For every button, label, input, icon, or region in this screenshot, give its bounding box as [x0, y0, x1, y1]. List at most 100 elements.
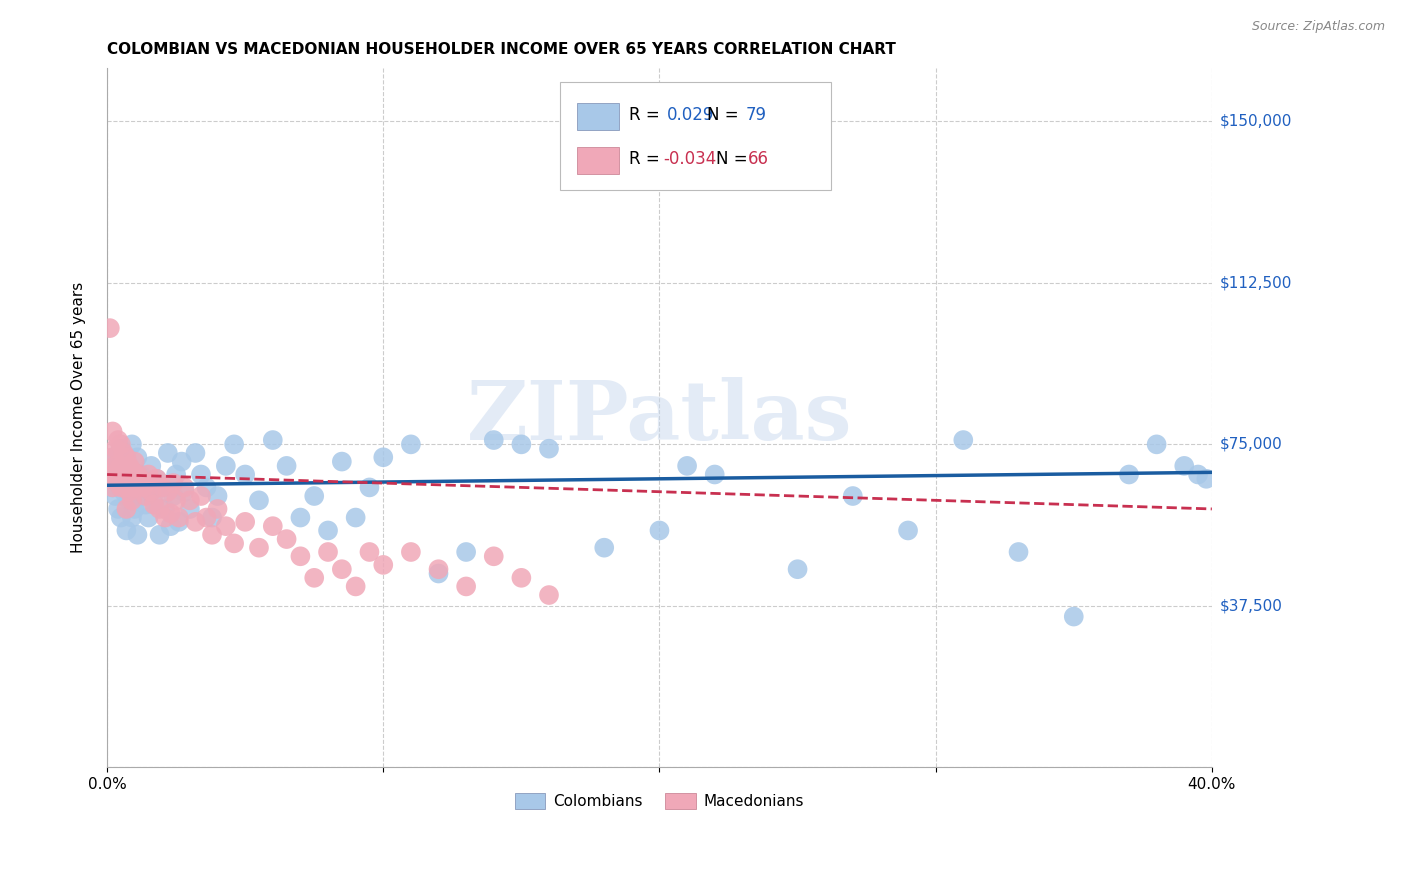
Point: [302, 489, 325, 503]
Point: [482, 549, 505, 564]
Point: [1173, 458, 1195, 473]
Point: [146, 472, 169, 486]
Point: [141, 458, 163, 473]
Point: [115, 450, 138, 465]
Text: N =: N =: [707, 105, 744, 123]
Text: 0.029: 0.029: [668, 105, 714, 123]
Point: [104, 489, 127, 503]
Point: [148, 528, 170, 542]
Point: [316, 524, 339, 538]
Point: [124, 480, 146, 494]
Point: [104, 458, 127, 473]
Point: [290, 549, 312, 564]
Point: [129, 467, 152, 482]
Point: [247, 493, 270, 508]
Point: [952, 433, 974, 447]
Point: [359, 545, 381, 559]
Text: $112,500: $112,500: [1220, 276, 1292, 291]
Point: [143, 498, 166, 512]
Point: [101, 450, 124, 465]
Point: [124, 502, 146, 516]
Point: [101, 450, 124, 465]
Point: [427, 562, 450, 576]
Point: [330, 562, 353, 576]
Point: [107, 476, 129, 491]
Point: [146, 472, 169, 486]
Point: [786, 562, 808, 576]
FancyBboxPatch shape: [560, 82, 831, 190]
Point: [156, 446, 179, 460]
Point: [510, 571, 533, 585]
Point: [138, 510, 160, 524]
Point: [173, 480, 195, 494]
Point: [184, 515, 207, 529]
Text: $75,000: $75,000: [1220, 437, 1282, 452]
Point: [101, 480, 124, 494]
Point: [276, 532, 298, 546]
Text: 79: 79: [745, 105, 766, 123]
Point: [132, 476, 155, 491]
Point: [165, 467, 187, 482]
Point: [118, 493, 141, 508]
Point: [190, 467, 212, 482]
Point: [112, 454, 135, 468]
Point: [184, 446, 207, 460]
Point: [121, 493, 143, 508]
Point: [537, 588, 560, 602]
Point: [247, 541, 270, 555]
Point: [98, 472, 121, 486]
Point: [207, 502, 229, 516]
Point: [1118, 467, 1140, 482]
Point: [215, 458, 238, 473]
Point: [373, 450, 395, 465]
Point: [703, 467, 725, 482]
Point: [115, 476, 138, 491]
Point: [233, 515, 256, 529]
Point: [110, 510, 132, 524]
Point: [1187, 467, 1209, 482]
Point: [195, 510, 218, 524]
Point: [276, 458, 298, 473]
Point: [456, 545, 478, 559]
Point: [233, 467, 256, 482]
Point: [115, 480, 138, 494]
Point: [121, 437, 143, 451]
Text: N =: N =: [716, 150, 752, 168]
Point: [167, 515, 190, 529]
Point: [98, 467, 121, 482]
Point: [127, 528, 149, 542]
Point: [104, 467, 127, 482]
Point: [107, 502, 129, 516]
Point: [427, 566, 450, 581]
Point: [112, 446, 135, 460]
Point: [262, 519, 284, 533]
Point: [201, 528, 224, 542]
Point: [104, 458, 127, 473]
Point: [118, 463, 141, 477]
Point: [399, 545, 422, 559]
Point: [195, 480, 218, 494]
Point: [456, 579, 478, 593]
Point: [159, 506, 181, 520]
Legend: Colombians, Macedonians: Colombians, Macedonians: [509, 788, 810, 815]
Point: [224, 437, 246, 451]
Point: [143, 493, 166, 508]
Point: [179, 493, 201, 508]
Point: [141, 484, 163, 499]
Text: -0.034: -0.034: [662, 150, 716, 168]
Text: Source: ZipAtlas.com: Source: ZipAtlas.com: [1251, 20, 1385, 33]
Point: [124, 480, 146, 494]
Point: [112, 467, 135, 482]
Point: [897, 524, 920, 538]
Point: [162, 476, 184, 491]
Point: [201, 510, 224, 524]
Point: [510, 437, 533, 451]
Text: $150,000: $150,000: [1220, 114, 1292, 129]
Point: [121, 463, 143, 477]
Point: [262, 433, 284, 447]
Point: [118, 458, 141, 473]
FancyBboxPatch shape: [576, 147, 619, 174]
Point: [179, 502, 201, 516]
Point: [127, 450, 149, 465]
Point: [224, 536, 246, 550]
